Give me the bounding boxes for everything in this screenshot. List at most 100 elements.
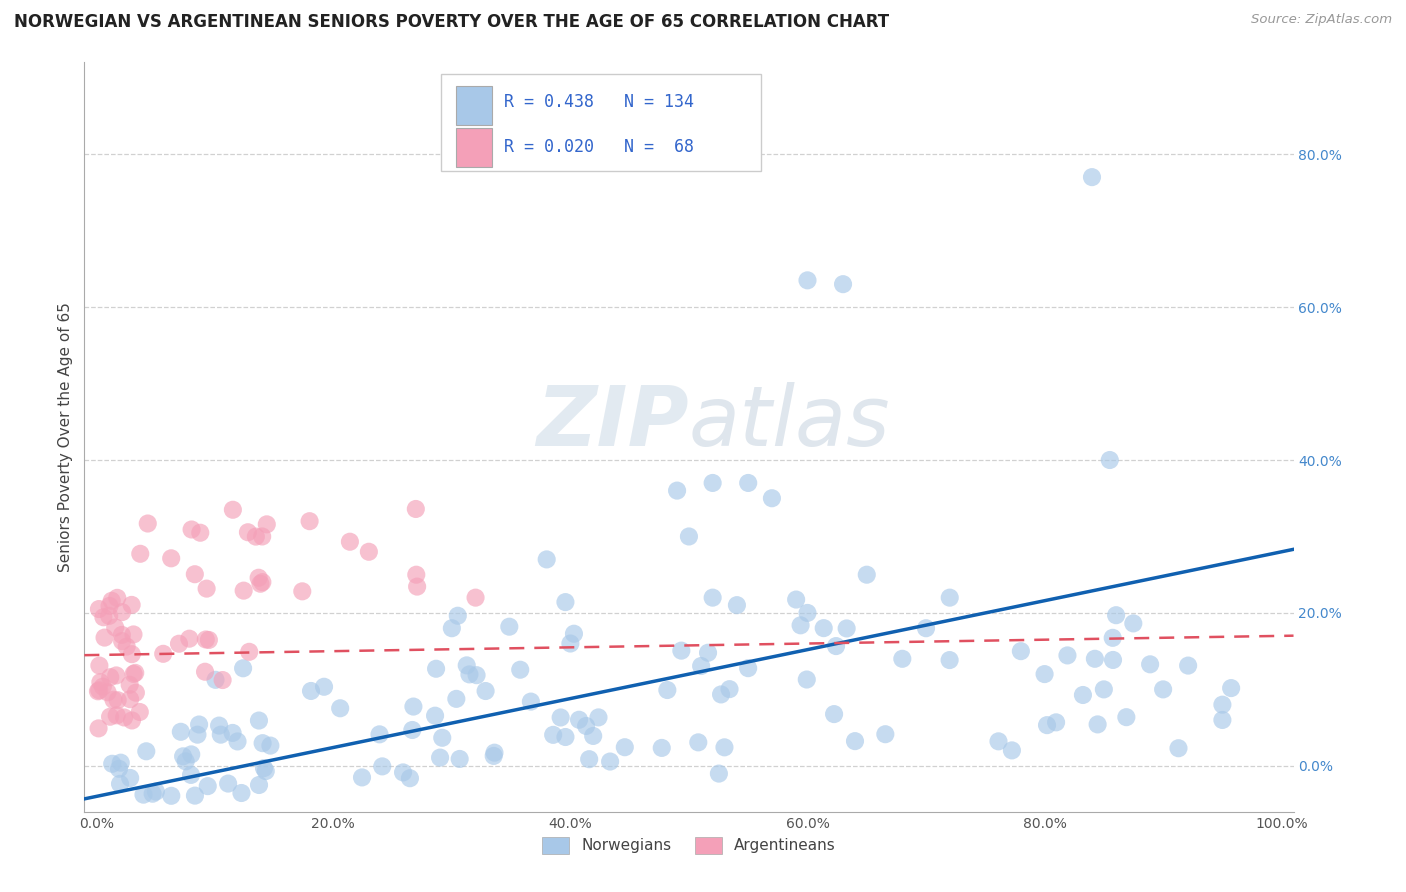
- Norwegians: [1115, 710, 1137, 724]
- Norwegians: [1092, 682, 1115, 697]
- Norwegians: [855, 567, 877, 582]
- Argentineans: [89, 658, 111, 673]
- Norwegians: [1211, 713, 1233, 727]
- Norwegians: [160, 789, 183, 803]
- Argentineans: [136, 516, 159, 531]
- Norwegians: [247, 778, 270, 792]
- Norwegians: [429, 750, 451, 764]
- Norwegians: [1122, 616, 1144, 631]
- Norwegians: [1211, 698, 1233, 712]
- Norwegians: [1033, 667, 1056, 681]
- Norwegians: [208, 718, 231, 732]
- Argentineans: [405, 502, 427, 516]
- Norwegians: [399, 771, 422, 785]
- Norwegians: [599, 755, 621, 769]
- Norwegians: [536, 552, 558, 566]
- Norwegians: [221, 726, 243, 740]
- Argentineans: [98, 670, 121, 684]
- Norwegians: [174, 755, 197, 769]
- Norwegians: [170, 724, 193, 739]
- Norwegians: [938, 591, 960, 605]
- Argentineans: [298, 514, 321, 528]
- Norwegians: [197, 779, 219, 793]
- Argentineans: [98, 709, 121, 723]
- Argentineans: [357, 545, 380, 559]
- Norwegians: [875, 727, 897, 741]
- Argentineans: [249, 576, 271, 591]
- Norwegians: [402, 699, 425, 714]
- Argentineans: [122, 627, 145, 641]
- Argentineans: [250, 529, 273, 543]
- Argentineans: [87, 602, 110, 616]
- Argentineans: [464, 591, 486, 605]
- Norwegians: [209, 728, 232, 742]
- Norwegians: [707, 766, 730, 780]
- Norwegians: [666, 483, 689, 498]
- Norwegians: [217, 776, 239, 790]
- Argentineans: [111, 605, 134, 619]
- Argentineans: [247, 571, 270, 585]
- Norwegians: [1139, 657, 1161, 672]
- Norwegians: [350, 771, 373, 785]
- Argentineans: [100, 594, 122, 608]
- Argentineans: [115, 640, 138, 654]
- Text: ZIP: ZIP: [536, 382, 689, 463]
- Norwegians: [710, 687, 733, 701]
- Argentineans: [406, 580, 429, 594]
- Norwegians: [562, 626, 585, 640]
- Norwegians: [915, 621, 938, 635]
- Argentineans: [103, 693, 125, 707]
- Norwegians: [1177, 658, 1199, 673]
- Y-axis label: Seniors Poverty Over the Age of 65: Seniors Poverty Over the Age of 65: [58, 302, 73, 572]
- Legend: Norwegians, Argentineans: Norwegians, Argentineans: [536, 830, 842, 860]
- Norwegians: [737, 661, 759, 675]
- Norwegians: [688, 735, 710, 749]
- Argentineans: [121, 714, 143, 728]
- Norwegians: [938, 653, 960, 667]
- Argentineans: [105, 668, 128, 682]
- Norwegians: [613, 740, 636, 755]
- Argentineans: [98, 608, 121, 623]
- Norwegians: [785, 592, 807, 607]
- Norwegians: [823, 707, 845, 722]
- Norwegians: [813, 621, 835, 635]
- Argentineans: [124, 665, 146, 680]
- Argentineans: [112, 710, 135, 724]
- Argentineans: [198, 632, 221, 647]
- Norwegians: [1152, 682, 1174, 697]
- Norwegians: [1010, 644, 1032, 658]
- Argentineans: [256, 517, 278, 532]
- Argentineans: [152, 647, 174, 661]
- Norwegians: [254, 764, 277, 778]
- Argentineans: [125, 686, 148, 700]
- Norwegians: [1167, 741, 1189, 756]
- Norwegians: [484, 746, 506, 760]
- Norwegians: [132, 788, 155, 802]
- Argentineans: [211, 673, 233, 687]
- Text: R = 0.438   N = 134: R = 0.438 N = 134: [503, 93, 695, 112]
- Argentineans: [184, 567, 207, 582]
- Argentineans: [89, 675, 111, 690]
- Argentineans: [105, 591, 128, 605]
- Norwegians: [108, 777, 131, 791]
- Argentineans: [236, 525, 259, 540]
- Norwegians: [796, 273, 818, 287]
- Norwegians: [718, 682, 741, 697]
- Norwegians: [180, 747, 202, 762]
- FancyBboxPatch shape: [441, 74, 762, 171]
- Norwegians: [1101, 631, 1123, 645]
- Norwegians: [186, 728, 208, 742]
- Norwegians: [541, 728, 564, 742]
- Norwegians: [145, 784, 167, 798]
- Argentineans: [179, 632, 201, 646]
- Norwegians: [180, 768, 202, 782]
- Norwegians: [232, 661, 254, 675]
- Argentineans: [238, 645, 260, 659]
- Argentineans: [339, 534, 361, 549]
- Text: Source: ZipAtlas.com: Source: ZipAtlas.com: [1251, 13, 1392, 27]
- Norwegians: [1098, 453, 1121, 467]
- Norwegians: [796, 606, 818, 620]
- Norwegians: [509, 663, 531, 677]
- Norwegians: [1071, 688, 1094, 702]
- Argentineans: [87, 684, 110, 698]
